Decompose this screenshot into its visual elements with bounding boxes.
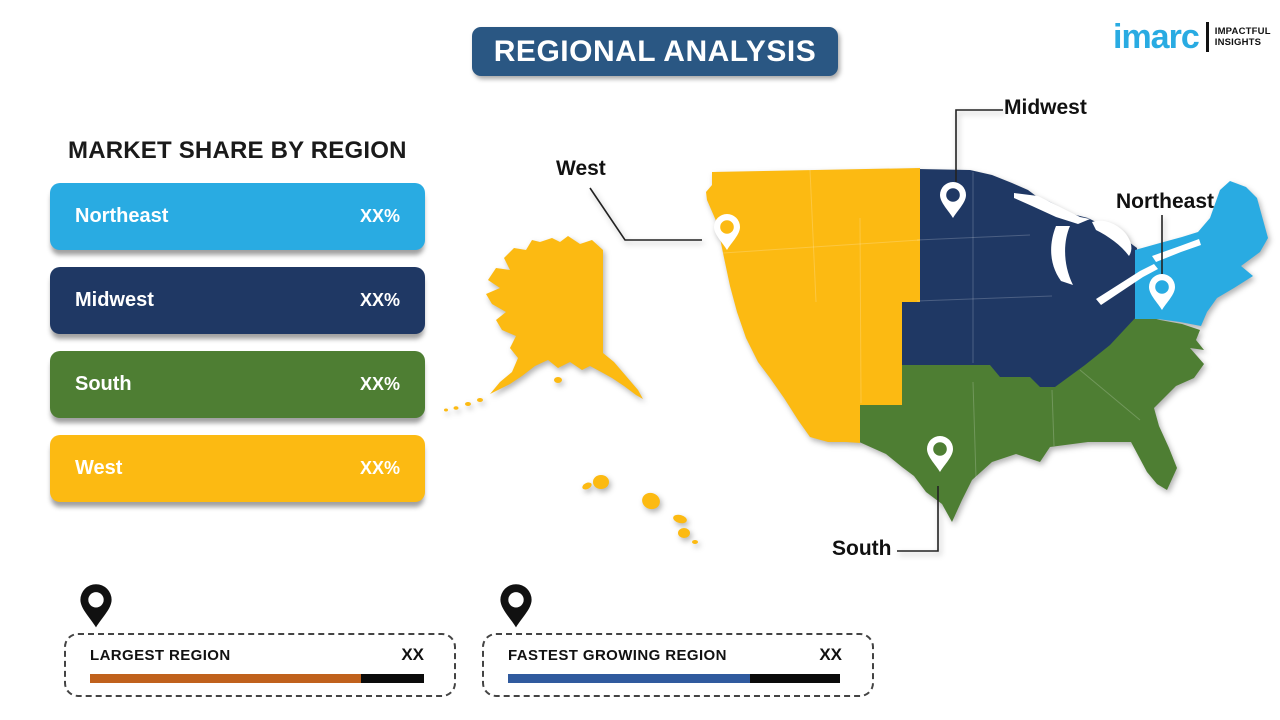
- logo-tagline: IMPACTFUL INSIGHTS: [1215, 26, 1271, 49]
- map-hawaii: [582, 475, 698, 544]
- largest-region-bar-fill: [90, 674, 361, 683]
- largest-region-pin-icon: [80, 584, 112, 628]
- pin-west: [714, 214, 740, 250]
- page-title: REGIONAL ANALYSIS: [472, 27, 838, 76]
- logo-divider: [1205, 22, 1209, 52]
- legend-bar-value: XX%: [359, 206, 400, 226]
- great-lakes: [1014, 193, 1201, 305]
- lake-ontario: [1152, 239, 1201, 262]
- largest-region-bar: [90, 674, 424, 683]
- leader-line-midwest: [955, 109, 1003, 182]
- leader-lines: [589, 109, 1163, 552]
- pin-northeast: [1149, 274, 1175, 310]
- map-aleutian-islands: [444, 377, 562, 412]
- legend-bar-midwest: Midwest XX%: [50, 267, 425, 334]
- lake-superior: [1014, 193, 1090, 224]
- fastest-growing-pin-icon: [500, 584, 532, 628]
- legend-bar-south: South XX%: [50, 351, 425, 418]
- leader-line-south: [897, 486, 939, 552]
- pin-south: [927, 436, 953, 472]
- map-label-northeast: Northeast: [1116, 190, 1215, 213]
- lake-huron: [1092, 220, 1132, 256]
- largest-region-value: XX: [401, 645, 424, 664]
- fastest-growing-bar-fill: [508, 674, 751, 683]
- map-label-west: West: [556, 157, 606, 180]
- leader-line-west: [589, 187, 702, 241]
- state-border-lines: [722, 169, 1141, 479]
- fastest-growing-value: XX: [819, 645, 842, 664]
- legend-bar-value: XX%: [359, 374, 400, 394]
- legend-bar-label: West: [75, 457, 123, 479]
- legend-heading: MARKET SHARE BY REGION: [68, 137, 407, 164]
- legend-bar-label: Northeast: [75, 205, 169, 227]
- map-region-west: [706, 168, 920, 443]
- largest-region-label: LARGEST REGION: [90, 647, 231, 664]
- imarc-logo: imarc IMPACTFUL INSIGHTS: [1113, 20, 1271, 54]
- fastest-growing-callout: FASTEST GROWING REGION XX: [482, 633, 874, 697]
- legend-bar-value: XX%: [359, 458, 400, 478]
- legend-bar-west: West XX%: [50, 435, 425, 502]
- legend-bar-label: Midwest: [75, 289, 154, 311]
- us-regions-map: [444, 109, 1268, 552]
- logo-tagline-line1: IMPACTFUL: [1214, 25, 1271, 37]
- map-pins: [714, 182, 1175, 472]
- map-label-south: South: [832, 537, 892, 560]
- map-alaska: [486, 236, 643, 399]
- fastest-growing-bar: [508, 674, 840, 683]
- legend-bar-value: XX%: [359, 290, 400, 310]
- map-region-south: [857, 314, 1204, 522]
- pin-midwest: [940, 182, 966, 218]
- legend-bar-northeast: Northeast XX%: [50, 183, 425, 250]
- logo-tagline-line2: INSIGHTS: [1214, 37, 1262, 48]
- fastest-growing-label: FASTEST GROWING REGION: [508, 647, 727, 664]
- market-share-legend: Northeast XX% Midwest XX% South XX% West…: [50, 183, 425, 519]
- lake-erie: [1096, 264, 1158, 305]
- map-label-midwest: Midwest: [1004, 96, 1087, 119]
- legend-bar-label: South: [75, 373, 132, 395]
- largest-region-callout: LARGEST REGION XX: [64, 633, 456, 697]
- lake-michigan: [1051, 226, 1073, 285]
- imarc-logo-wordmark: imarc: [1113, 18, 1200, 56]
